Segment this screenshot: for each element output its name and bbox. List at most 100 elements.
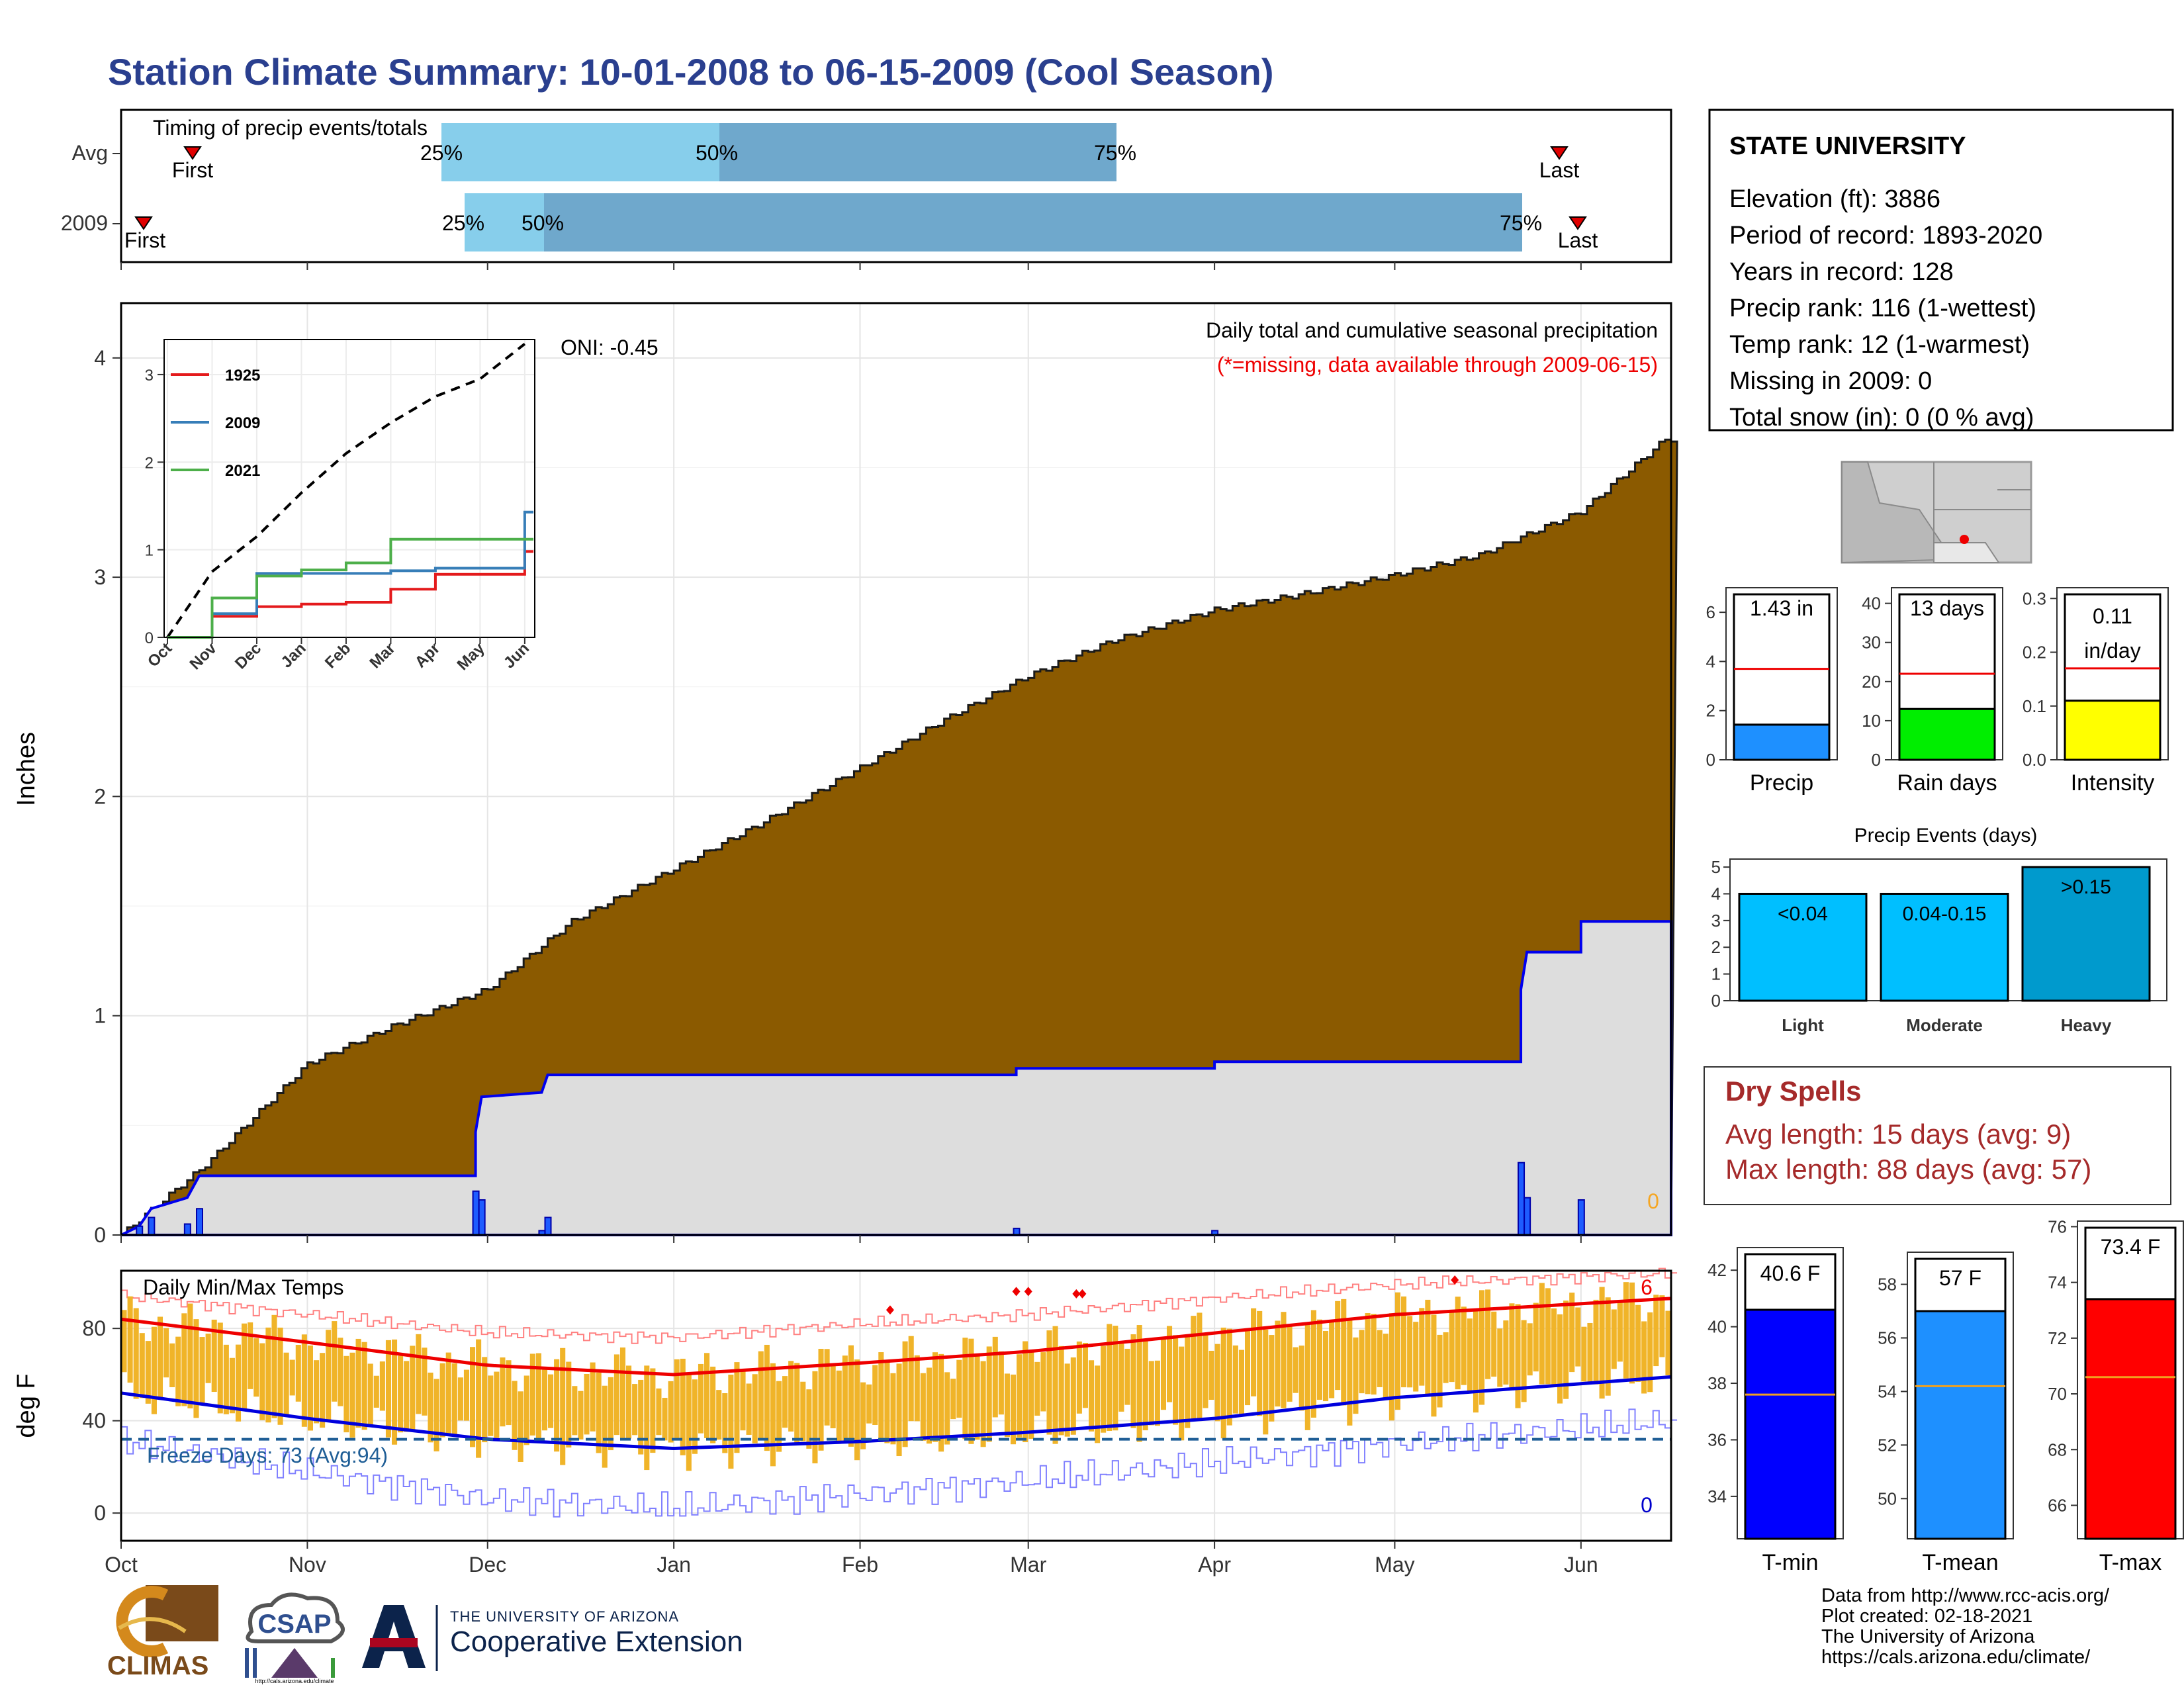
daily-temp-bar — [1521, 1320, 1527, 1402]
mini-y-tick-label: 42 — [1707, 1260, 1727, 1280]
daily-temp-bar — [1479, 1290, 1485, 1405]
daily-temp-bar — [1269, 1335, 1275, 1422]
daily-temp-bar — [1599, 1287, 1605, 1399]
daily-temp-bar — [1419, 1308, 1425, 1386]
daily-temp-bar — [1017, 1354, 1023, 1438]
mini-y-tick-label: 30 — [1862, 633, 1881, 653]
events-y-tick-label: 1 — [1711, 964, 1721, 984]
daily-temp-bar — [181, 1313, 187, 1406]
daily-temp-bar — [145, 1341, 151, 1404]
credit-line: https://cals.arizona.edu/climate/ — [1821, 1647, 2091, 1668]
daily-temp-bar — [1383, 1334, 1388, 1400]
credits: Data from http://www.rcc-acis.org/ Plot … — [1821, 1586, 2109, 1668]
season-cumulative-area — [120, 920, 1672, 1236]
mini-bar-group: 0 10 20 30 40 13 days Rain days — [1862, 593, 1997, 796]
daily-temp-bar — [1238, 1349, 1244, 1416]
mini-y-tick-label: 0 — [1872, 750, 1881, 770]
daily-temp-bar — [1473, 1309, 1479, 1413]
daily-temp-bar — [217, 1322, 223, 1414]
timing-2009-p50: 50% — [522, 211, 564, 235]
mini-y-tick-label: 38 — [1707, 1373, 1727, 1393]
daily-temp-bar — [1166, 1326, 1173, 1402]
timing-2009-first: First — [124, 228, 165, 252]
precip-events-chart: Precip Events (days) 0 1 2 3 4 5 <0.04 Light 0.0… — [1711, 825, 2167, 1035]
ua-university-name: THE UNIVERSITY OF ARIZONA — [450, 1608, 680, 1625]
daily-temp-bar — [1154, 1360, 1160, 1426]
events-bar — [1738, 892, 1868, 1002]
daily-temp-bar — [740, 1371, 746, 1431]
daily-temp-bar — [758, 1351, 764, 1441]
freeze-days: Freeze Days: 73 (Avg:94) — [147, 1443, 388, 1467]
daily-temp-bar — [1557, 1314, 1563, 1404]
timing-label: Timing of precip events/totals — [153, 116, 428, 140]
x-tick-label: Oct — [105, 1553, 138, 1577]
daily-temp-bar — [848, 1345, 854, 1447]
daily-temp-bar — [187, 1303, 193, 1409]
x-tick-label: Apr — [1198, 1553, 1231, 1577]
daily-temp-bar — [1335, 1301, 1341, 1391]
daily-temp-bar — [1515, 1304, 1521, 1408]
daily-temp-bar — [1575, 1307, 1581, 1367]
daily-temp-bar — [619, 1347, 626, 1440]
mini-y-tick-label: 40 — [1707, 1317, 1727, 1337]
daily-temp-bar — [788, 1361, 794, 1432]
daily-temp-bar — [223, 1344, 229, 1414]
daily-temp-bar — [163, 1328, 169, 1378]
daily-temp-bar — [1160, 1339, 1166, 1410]
y-tick-label: 3 — [94, 565, 106, 589]
station-line: Years in record: 128 — [1729, 258, 1954, 286]
csap-url: http://cals.arizona.edu/climate — [255, 1678, 334, 1684]
daily-temp-bar — [686, 1375, 692, 1471]
station-info-box: STATE UNIVERSITY Elevation (ft): 3886 Pe… — [1708, 109, 2174, 432]
daily-temp-bar — [199, 1337, 205, 1405]
daily-temp-bar — [1226, 1328, 1232, 1426]
daily-temp-bar — [1413, 1322, 1419, 1392]
timing-avg-bar-25-50 — [441, 123, 719, 181]
dry-spells-avg: Avg length: 15 days (avg: 9) — [1725, 1119, 2071, 1150]
daily-temp-bar — [992, 1336, 998, 1418]
mini-y-tick-label: 2 — [1706, 701, 1715, 721]
daily-temp-bar — [523, 1375, 529, 1445]
x-tick-label: Mar — [1010, 1553, 1046, 1577]
daily-temp-bar — [764, 1344, 770, 1451]
record-marker — [1078, 1289, 1087, 1299]
precip-panel: 0 1 2 3 4 Inches Daily total and cumulative … — [13, 302, 1678, 1247]
daily-temp-bar — [211, 1319, 217, 1393]
daily-temp-bar — [1046, 1330, 1052, 1435]
daily-temp-bar — [439, 1363, 445, 1438]
mini-y-tick-label: 52 — [1878, 1435, 1897, 1455]
daily-temp-bar — [133, 1308, 139, 1399]
mini-bar-value — [1733, 723, 1831, 761]
daily-temp-bar — [626, 1365, 632, 1439]
daily-temp-bar — [884, 1361, 890, 1443]
daily-temp-bar — [1641, 1321, 1647, 1394]
daily-temp-bar — [271, 1314, 277, 1418]
inset-legend-label: 1925 — [225, 367, 260, 385]
y-tick-label: 0 — [94, 1501, 106, 1525]
daily-temp-bar — [488, 1375, 494, 1436]
y-tick-label: 4 — [94, 346, 106, 370]
daily-temp-bar — [248, 1322, 253, 1389]
daily-temp-bar — [295, 1345, 301, 1402]
daily-temp-bar — [926, 1367, 932, 1444]
events-y-tick-label: 2 — [1711, 937, 1721, 957]
daily-temp-bar — [1665, 1310, 1671, 1376]
dry-spells-box: Dry Spells Avg length: 15 days (avg: 9) … — [1704, 1066, 2171, 1205]
daily-temp-bar — [265, 1327, 271, 1423]
timing-2009-p75: 75% — [1500, 211, 1542, 235]
csap-label: CSAP — [257, 1610, 331, 1639]
daily-temp-bar — [469, 1347, 476, 1447]
daily-temp-bar — [1359, 1330, 1365, 1394]
events-bar-label: Moderate — [1906, 1015, 1983, 1035]
timing-2009-bar-25-50 — [465, 193, 544, 251]
events-y-tick-label: 5 — [1711, 857, 1721, 877]
daily-temp-bar — [548, 1374, 554, 1428]
events-bar — [2021, 866, 2151, 1002]
avg-max-line — [120, 1297, 1672, 1377]
events-bar-label: Light — [1782, 1015, 1824, 1035]
daily-temp-bar — [560, 1348, 566, 1465]
daily-temp-bar — [614, 1354, 619, 1436]
daily-temp-bar — [1401, 1296, 1407, 1388]
timing-2009-last-marker — [1569, 216, 1587, 230]
